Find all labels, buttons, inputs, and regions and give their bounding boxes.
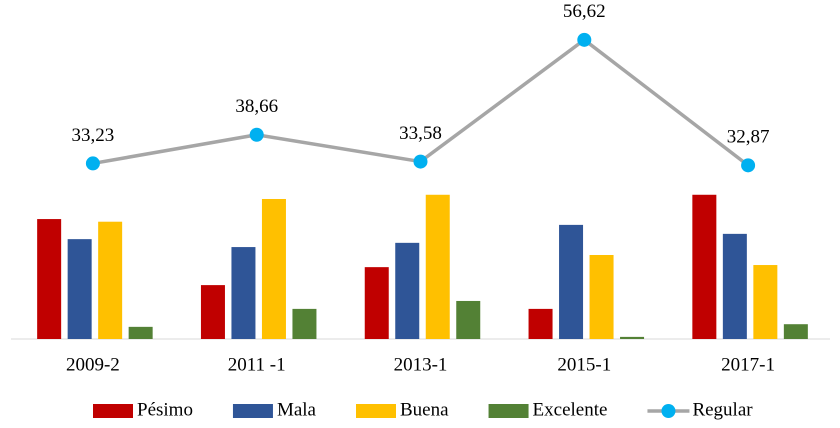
line-marker: [741, 158, 756, 173]
bar: [559, 224, 584, 339]
legend-label: Excelente: [533, 399, 608, 420]
legend-swatch: [488, 404, 529, 418]
bar: [37, 219, 62, 339]
bar: [589, 254, 614, 339]
x-tick-label: 2015-1: [557, 354, 611, 375]
bar: [528, 308, 553, 339]
bar: [692, 194, 717, 339]
bar: [456, 300, 481, 339]
bar: [292, 308, 317, 339]
data-label: 33,58: [399, 123, 442, 144]
line-marker: [577, 32, 592, 47]
legend-label: Mala: [277, 399, 317, 420]
bar: [261, 198, 286, 339]
bar: [620, 336, 645, 339]
bar: [67, 239, 92, 339]
line-marker: [85, 156, 100, 171]
legend-swatch: [232, 404, 273, 418]
bar: [722, 233, 747, 339]
x-tick-label: 2009-2: [66, 354, 120, 375]
bar: [753, 265, 778, 339]
bar: [231, 247, 256, 339]
data-label: 38,66: [235, 96, 278, 117]
data-label: 32,87: [727, 127, 770, 148]
line-marker: [249, 127, 264, 142]
data-label: 33,23: [72, 125, 115, 146]
bar: [364, 267, 389, 339]
bar: [783, 324, 808, 339]
bar: [395, 242, 420, 339]
line: [92, 37, 750, 167]
legend-marker: [661, 404, 676, 418]
legend-label: Regular: [692, 399, 753, 420]
x-tick-label: 2011 -1: [228, 354, 286, 375]
legend-label: Pésimo: [137, 399, 193, 420]
line-marker: [413, 154, 428, 169]
x-tick-label: 2013-1: [394, 354, 448, 375]
legend-swatch: [93, 404, 133, 418]
bar: [98, 221, 123, 339]
x-tick-label: 2017-1: [721, 354, 775, 375]
data-label: 56,62: [563, 1, 606, 22]
bar: [200, 285, 225, 339]
legend-swatch: [356, 404, 396, 418]
bar: [425, 194, 450, 339]
legend-label: Buena: [400, 399, 449, 420]
bar: [128, 326, 153, 339]
